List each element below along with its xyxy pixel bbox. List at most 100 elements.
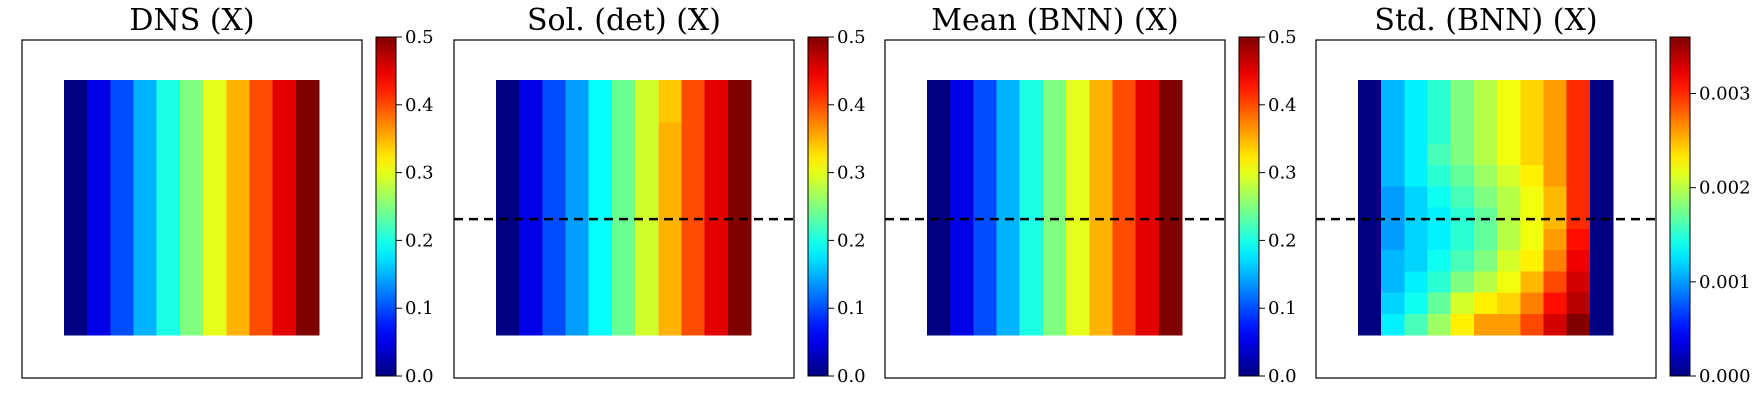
heatmap-cell	[1066, 207, 1090, 230]
heatmap-cell	[226, 228, 251, 251]
heatmap-cell	[496, 186, 520, 209]
heatmap-cell	[1089, 80, 1114, 102]
heatmap-cell	[1358, 271, 1382, 294]
heatmap-cell	[226, 207, 251, 230]
heatmap-cell	[1358, 143, 1382, 166]
heatmap-cell	[1566, 292, 1591, 315]
heatmap-cell	[1566, 186, 1591, 209]
heatmap-cell	[950, 228, 974, 251]
heatmap-cell	[996, 228, 1021, 251]
heatmap-cell	[133, 122, 158, 145]
heatmap-cell	[927, 186, 951, 209]
heatmap-cell	[110, 101, 135, 124]
heatmap-cell	[496, 165, 520, 187]
colorbar-tick-label: 0.003	[1699, 84, 1751, 105]
heatmap-cell	[1566, 313, 1591, 336]
colorbar-tick-label: 0.0	[1268, 366, 1297, 387]
heatmap-cell	[1089, 186, 1114, 209]
heatmap-cell	[272, 143, 297, 166]
heatmap-cell	[1566, 80, 1591, 102]
heatmap-cell	[496, 228, 520, 251]
heatmap-cell	[110, 271, 135, 294]
heatmap-cell	[681, 292, 706, 315]
heatmap-cell	[1158, 186, 1183, 209]
heatmap-cell	[950, 292, 974, 315]
heatmap-cell	[179, 207, 204, 230]
heatmap-cell	[1112, 143, 1137, 166]
heatmap-cell	[1158, 271, 1183, 294]
heatmap-cell	[179, 250, 204, 272]
heatmap-cell	[1520, 143, 1545, 166]
heatmap-cell	[1135, 250, 1160, 272]
heatmap-cell	[1543, 122, 1568, 145]
heatmap-cell	[973, 207, 998, 230]
heatmap-cell	[1497, 271, 1521, 294]
heatmap-cell	[727, 80, 752, 102]
heatmap-cell	[249, 271, 274, 294]
heatmap-cell	[1473, 101, 1498, 124]
heatmap-cell	[1589, 228, 1614, 251]
heatmap-cell	[1427, 228, 1452, 251]
heatmap-cell	[1543, 80, 1568, 102]
heatmap-cell	[565, 271, 590, 294]
heatmap-cell	[681, 207, 706, 230]
heatmap-cell	[658, 271, 683, 294]
heatmap-cell	[996, 165, 1021, 187]
heatmap-cell	[1589, 292, 1614, 315]
heatmap-cell	[611, 186, 636, 209]
heatmap-cell	[203, 292, 227, 315]
heatmap-cell	[295, 186, 320, 209]
heatmap-cell	[110, 80, 135, 102]
heatmap-cell	[1473, 313, 1498, 336]
heatmap-cell	[156, 165, 181, 187]
heatmap-cell	[1543, 292, 1568, 315]
panel-title: DNS (X)	[129, 3, 254, 38]
heatmap-cell	[1358, 186, 1382, 209]
heatmap-cell	[1066, 271, 1090, 294]
heatmap-cell	[635, 271, 659, 294]
heatmap-cell	[727, 313, 752, 336]
heatmap-cell	[1042, 250, 1067, 272]
heatmap-cell	[179, 271, 204, 294]
heatmap-cell	[133, 165, 158, 187]
heatmap-cell	[1450, 80, 1475, 102]
heatmap-cell	[1543, 101, 1568, 124]
heatmap-cell	[179, 165, 204, 187]
heatmap-cell	[727, 250, 752, 272]
heatmap-cell	[1497, 313, 1521, 336]
heatmap-cell	[1042, 122, 1067, 145]
heatmap-cell	[519, 186, 543, 209]
heatmap-cell	[226, 122, 251, 145]
heatmap-cell	[156, 80, 181, 102]
heatmap-cell	[1089, 250, 1114, 272]
heatmap-cell	[226, 271, 251, 294]
heatmap-cell	[588, 143, 613, 166]
panel-title: Sol. (det) (X)	[527, 3, 721, 38]
heatmap-cell	[87, 292, 111, 315]
heatmap-cell	[542, 101, 567, 124]
heatmap-cell	[179, 143, 204, 166]
heatmap-cell	[611, 313, 636, 336]
heatmap-cell	[1358, 250, 1382, 272]
heatmap-cell	[565, 313, 590, 336]
heatmap-cell	[565, 165, 590, 187]
heatmap-cell	[1158, 292, 1183, 315]
heatmap-cell	[1589, 271, 1614, 294]
heatmap-cell	[226, 143, 251, 166]
heatmap-cell	[1589, 122, 1614, 145]
heatmap-cell	[704, 101, 729, 124]
colorbar	[807, 36, 829, 377]
heatmap-cell	[588, 186, 613, 209]
heatmap-cell	[927, 250, 951, 272]
heatmap-cell	[727, 228, 752, 251]
heatmap-cell	[542, 165, 567, 187]
panel-4: Std. (BNN) (X) 0.000 0.001 0.002 0.003	[1315, 3, 1751, 387]
heatmap-cell	[1042, 165, 1067, 187]
heatmap-cell	[1566, 228, 1591, 251]
heatmap-cell	[1404, 250, 1429, 272]
heatmap-cell	[133, 313, 158, 336]
heatmap-cell	[1404, 228, 1429, 251]
heatmap-cell	[1520, 250, 1545, 272]
heatmap-cell	[588, 101, 613, 124]
heatmap-cell	[658, 165, 683, 187]
